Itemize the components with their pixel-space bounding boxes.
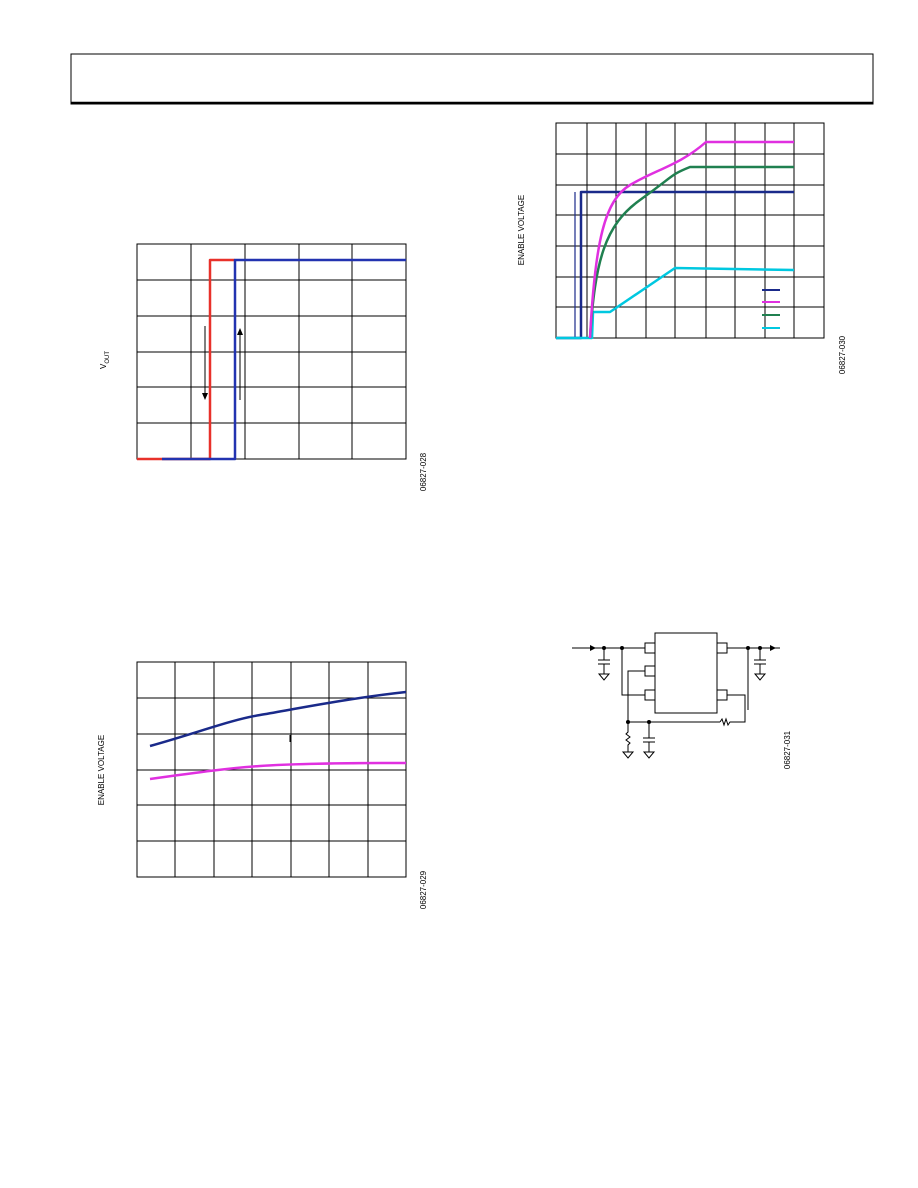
y-axis-label: ENABLE VOLTAGE xyxy=(517,195,526,265)
arrow-head xyxy=(237,328,243,335)
figure-code: 06827-028 xyxy=(419,452,428,491)
header-box xyxy=(70,53,874,105)
figure-1-grid xyxy=(136,243,407,460)
label-sub: OUT xyxy=(105,351,111,364)
curve xyxy=(149,690,407,748)
y-axis-label: VOUT xyxy=(99,351,111,369)
figure-code: 06827-030 xyxy=(838,335,847,374)
figure-code: 06827-029 xyxy=(419,870,428,909)
figure-code: 06827-031 xyxy=(783,730,792,769)
curve xyxy=(149,761,407,781)
arrow-head xyxy=(202,393,208,400)
label-main: V xyxy=(99,363,108,369)
curve xyxy=(137,258,235,461)
circuit xyxy=(572,632,780,759)
curve xyxy=(162,258,406,461)
curve xyxy=(556,266,795,340)
y-axis-label: ENABLE VOLTAGE xyxy=(97,735,106,805)
figure-2-grid xyxy=(136,661,407,878)
curve xyxy=(588,165,794,339)
curve xyxy=(588,140,794,339)
